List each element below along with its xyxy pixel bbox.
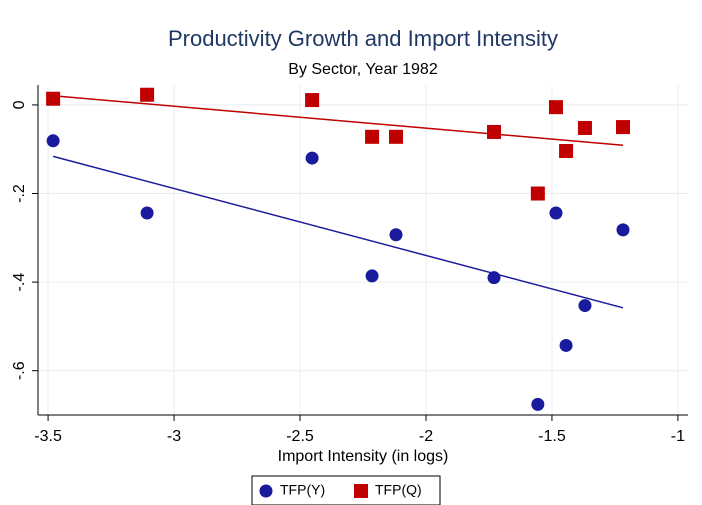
marker [487,271,501,285]
marker [140,206,154,220]
y-tick-label: -.4 [11,273,28,292]
legend: TFP(Y) TFP(Q) [251,475,441,505]
y-tick-label: -.6 [11,361,28,380]
marker [530,186,545,201]
chart-subtitle: By Sector, Year 1982 [288,61,438,78]
marker [616,223,630,237]
legend-box [251,475,441,505]
marker [548,100,563,115]
marker [140,87,155,102]
x-tick-label: -2.5 [286,428,314,445]
x-tick-label: -3 [167,428,181,445]
marker [487,124,502,139]
chart-title: Productivity Growth and Import Intensity [168,26,558,51]
marker [305,93,320,108]
marker [365,269,379,283]
marker [389,129,404,144]
marker [365,129,380,144]
marker [46,134,60,148]
marker [559,338,573,352]
marker [305,151,319,165]
marker [389,228,403,242]
x-tick-label: -1 [671,428,685,445]
x-tick-label: -1.5 [538,428,566,445]
marker [616,120,630,135]
marker [549,206,563,220]
x-axis-label: Import Intensity (in logs) [278,448,449,465]
legend-label: TFP(Y) [280,482,325,498]
legend-label: TFP(Q) [375,482,422,498]
marker [46,91,61,106]
fit-line [53,94,624,147]
marker [259,484,273,498]
x-tick-label: -2 [419,428,433,445]
marker [578,299,592,313]
fit-line [52,155,624,309]
marker [559,144,574,158]
marker [577,120,592,135]
marker [354,484,368,498]
y-tick-label: 0 [11,100,28,109]
y-tick-label: -.2 [11,184,28,203]
marker [531,397,545,411]
x-tick-label: -3.5 [34,428,62,445]
